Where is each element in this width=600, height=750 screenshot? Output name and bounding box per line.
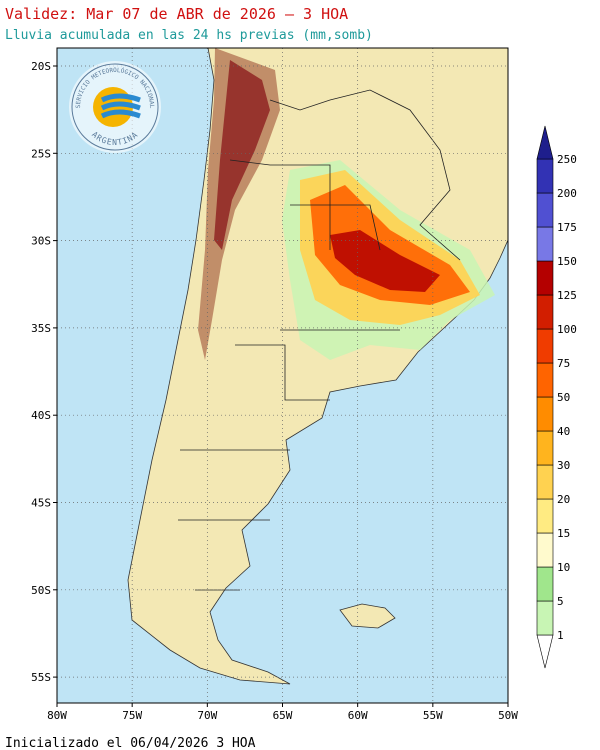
lat-label: 50S xyxy=(31,584,51,597)
falklands xyxy=(339,603,396,629)
map-frame xyxy=(56,47,509,704)
lat-label: 40S xyxy=(31,409,51,422)
colorbar-bin xyxy=(536,464,554,500)
lon-label: 60W xyxy=(348,709,368,722)
colorbar-bin xyxy=(536,532,554,568)
colorbar-label: 150 xyxy=(557,255,577,268)
lon-label: 65W xyxy=(273,709,293,722)
colorbar-label: 20 xyxy=(557,493,570,506)
colorbar-label: 15 xyxy=(557,527,570,540)
lat-label: 55S xyxy=(31,671,51,684)
colorbar-bin xyxy=(536,294,554,330)
colorbar-label: 30 xyxy=(557,459,570,472)
footer: Inicializado el 06/04/2026 3 HOA xyxy=(5,736,256,750)
lat-label: 20S xyxy=(31,60,51,73)
colorbar-label: 10 xyxy=(557,561,570,574)
colorbar-bin xyxy=(536,396,554,432)
colorbar-bin xyxy=(536,328,554,364)
title: Validez: Mar 07 de ABR de 2026 – 3 HOA xyxy=(5,5,348,23)
colorbar-label: 250 xyxy=(557,153,577,166)
colorbar-bin xyxy=(536,498,554,534)
colorbar-label: 200 xyxy=(557,187,577,200)
colorbar-bin xyxy=(536,226,554,262)
colorbar-label: 40 xyxy=(557,425,570,438)
lat-label: 35S xyxy=(31,322,51,335)
colorbar-label: 50 xyxy=(557,391,570,404)
andes-peaks xyxy=(214,60,270,250)
lon-label: 80W xyxy=(47,709,67,722)
map-area xyxy=(57,48,508,703)
colorbar-label: 125 xyxy=(557,289,577,302)
colorbar-label: 5 xyxy=(557,595,564,608)
grid xyxy=(53,48,509,707)
logo-ring xyxy=(71,63,159,151)
colorbar-bin xyxy=(536,260,554,296)
colorbar-bin xyxy=(536,192,554,228)
colorbar-label: 100 xyxy=(557,323,577,336)
colorbar-label: 1 xyxy=(557,629,564,642)
lon-label: 70W xyxy=(197,709,217,722)
colorbar-bin xyxy=(536,566,554,602)
lon-label: 75W xyxy=(122,709,142,722)
colorbar-over xyxy=(536,125,554,160)
lat-label: 45S xyxy=(31,497,51,510)
lon-label: 50W xyxy=(498,709,518,722)
colorbar-under xyxy=(536,634,554,669)
logo: SERVICIO METEOROLÓGICO NACIONAL ARGENTIN… xyxy=(69,61,161,153)
colorbar-label: 175 xyxy=(557,221,577,234)
logo-waves xyxy=(100,93,141,119)
colorbar-bin xyxy=(536,430,554,466)
colorbar-bin xyxy=(536,600,554,636)
lat-label: 25S xyxy=(31,147,51,160)
rain-intense xyxy=(330,230,440,292)
colorbar-bin xyxy=(536,362,554,398)
borders xyxy=(178,89,461,591)
colorbar-bin xyxy=(536,158,554,194)
colorbar-label: 75 xyxy=(557,357,570,370)
subtitle: Lluvia acumulada en las 24 hs previas (m… xyxy=(5,28,373,43)
lat-label: 30S xyxy=(31,235,51,248)
lon-label: 55W xyxy=(423,709,443,722)
